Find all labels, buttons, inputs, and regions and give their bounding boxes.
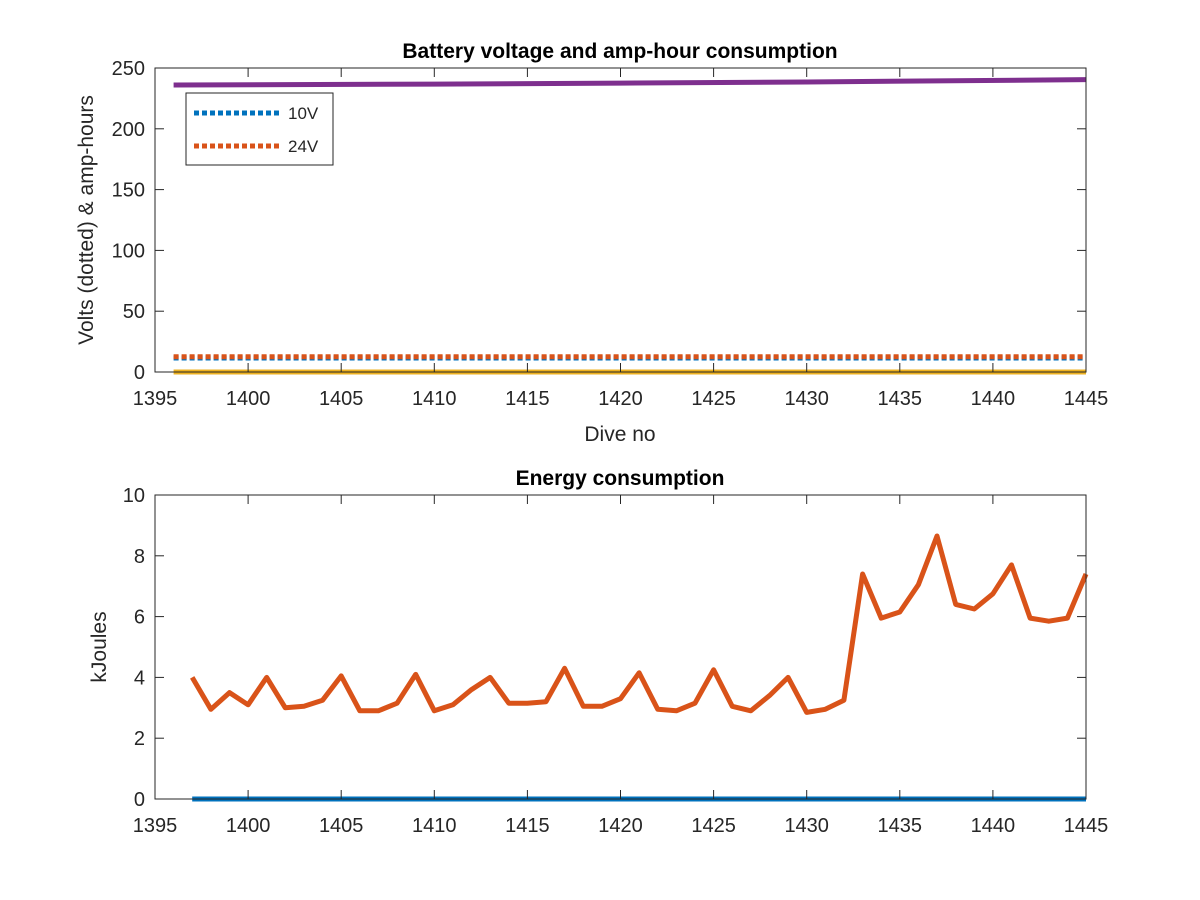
top-y-tick-label: 200 (112, 119, 145, 141)
top-x-tick-label: 1400 (226, 388, 271, 410)
legend-box (185, 92, 334, 166)
top-x-tick-label: 1410 (412, 388, 457, 410)
top-x-axis-label: Dive no (584, 423, 655, 446)
bottom-x-tick-label: 1430 (784, 815, 829, 837)
top-y-tick-label: 250 (112, 58, 145, 80)
top-x-tick-label: 1425 (691, 388, 736, 410)
bottom-y-tick-label: 2 (134, 728, 145, 750)
bottom-plot-area (190, 533, 1089, 802)
top-x-tick-label: 1435 (878, 388, 923, 410)
bottom-y-axis-label: kJoules (88, 611, 111, 682)
top-y-tick-label: 150 (112, 180, 145, 202)
bottom-x-tick-label: 1405 (319, 815, 364, 837)
top-axes: Battery voltage and amp-hour consumption… (75, 40, 1108, 446)
top-x-tick-label: 1420 (598, 388, 643, 410)
top-y-axis-label: Volts (dotted) & amp-hours (75, 95, 98, 345)
bottom-x-tick-label: 1425 (691, 815, 736, 837)
bottom-x-tick-label: 1415 (505, 815, 550, 837)
top-x-tick-label: 1415 (505, 388, 550, 410)
bottom-y-tick-label: 0 (134, 789, 145, 811)
bottom-x-tick-label: 1400 (226, 815, 271, 837)
bottom-axes-frame (154, 494, 1087, 800)
bottom-ticks: 1395 1400 1405 1410 1415 1420 1425 1430 1435 1440… (123, 485, 1109, 837)
top-series-line-3 (173, 77, 1087, 88)
legend-label-10v: 10V (288, 104, 319, 123)
top-x-tick-label: 1445 (1064, 388, 1109, 410)
top-x-tick-label: 1405 (319, 388, 364, 410)
top-x-tick-label: 1440 (971, 388, 1016, 410)
top-x-tick-label: 1430 (784, 388, 829, 410)
bottom-x-tick-label: 1445 (1064, 815, 1109, 837)
bottom-y-tick-label: 10 (123, 485, 145, 507)
bottom-x-tick-label: 1440 (971, 815, 1016, 837)
bottom-axes: Energy consumption 1395 1400 1405 1410 1415 1… (88, 467, 1108, 837)
top-legend: 10V 24V (185, 92, 334, 166)
bottom-x-tick-label: 1410 (412, 815, 457, 837)
top-y-tick-label: 0 (134, 362, 145, 384)
bottom-y-tick-label: 8 (134, 546, 145, 568)
top-y-tick-label: 100 (112, 240, 145, 262)
bottom-x-tick-label: 1420 (598, 815, 643, 837)
top-ticks: 1395 1400 1405 1410 1415 1420 1425 1430 1435 1440… (112, 58, 1109, 410)
bottom-series-line-1 (190, 533, 1089, 715)
top-x-tick-label: 1395 (133, 388, 178, 410)
bottom-x-tick-label: 1435 (878, 815, 923, 837)
top-y-tick-label: 50 (123, 301, 145, 323)
legend-label-24v: 24V (288, 137, 319, 156)
bottom-x-tick-label: 1395 (133, 815, 178, 837)
bottom-y-tick-label: 6 (134, 607, 145, 629)
bottom-y-tick-label: 4 (134, 667, 145, 689)
bottom-chart-title: Energy consumption (516, 467, 725, 490)
top-chart-title: Battery voltage and amp-hour consumption (402, 40, 837, 63)
